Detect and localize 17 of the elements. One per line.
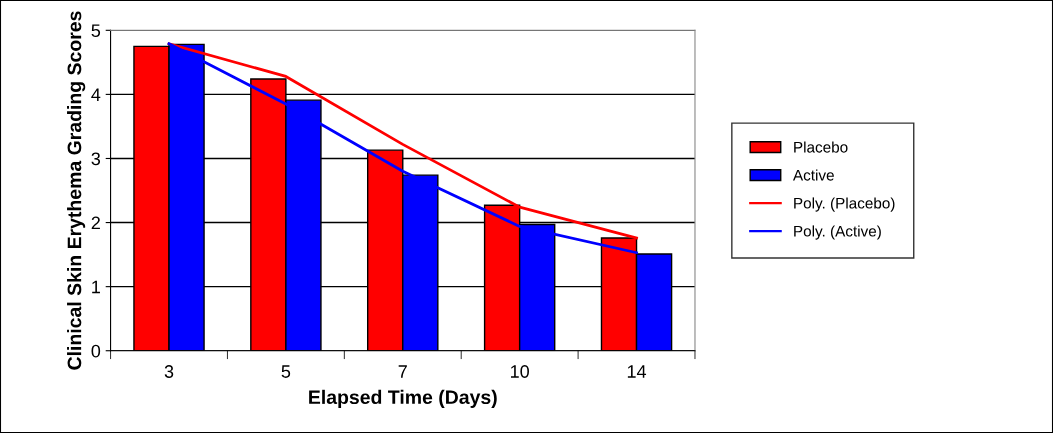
y-axis-title: Clinical Skin Erythema Grading Scores: [67, 11, 86, 370]
x-tick-label: 3: [164, 365, 174, 378]
y-tick-label: 2: [91, 216, 100, 230]
legend-label: Poly. (Placebo): [794, 197, 895, 212]
legend-label: Active: [792, 169, 834, 181]
y-tick-label: 4: [91, 88, 101, 101]
x-axis-title: Elapsed Time (Days): [309, 389, 497, 408]
legend-label: Placebo: [794, 141, 848, 153]
x-tick-label: 5: [281, 365, 291, 378]
y-tick-label: 1: [92, 280, 100, 294]
x-tick-label: 7: [398, 365, 407, 378]
legend-label: Poly. (Active): [794, 225, 881, 240]
x-tick-label: 10: [510, 365, 529, 378]
x-tick-label: 14: [627, 365, 647, 378]
y-tick-label: 3: [91, 152, 101, 166]
y-tick-label: 0: [91, 344, 101, 358]
y-tick-label: 5: [91, 24, 101, 38]
